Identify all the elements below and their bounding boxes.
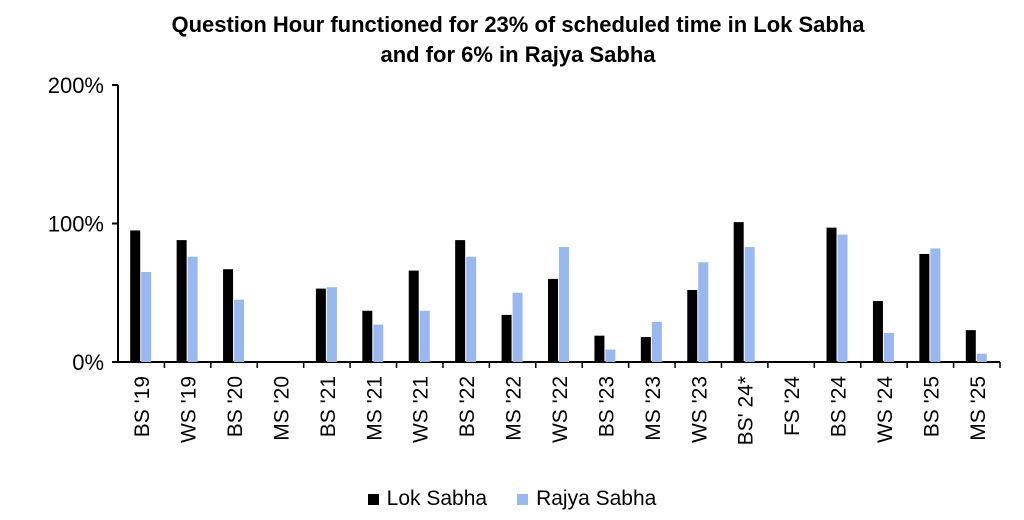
bar-lok-sabha xyxy=(872,301,883,362)
bar-lok-sabha xyxy=(826,227,837,362)
bar-lok-sabha xyxy=(733,222,744,362)
x-tick-label: MS '25 xyxy=(967,376,990,441)
bar-lok-sabha xyxy=(965,330,976,362)
x-tick-label: BS '19 xyxy=(131,376,154,437)
legend-label-rajya-sabha: Rajya Sabha xyxy=(536,487,657,510)
y-tick-label: 100% xyxy=(48,212,104,237)
bar-lok-sabha xyxy=(362,310,373,362)
bar-rajya-sabha xyxy=(466,256,477,362)
bar-lok-sabha xyxy=(223,269,234,362)
y-tick-label: 0% xyxy=(72,350,104,375)
bar-lok-sabha xyxy=(315,288,326,362)
x-tick-label: MS '20 xyxy=(270,376,293,441)
bar-rajya-sabha xyxy=(512,292,523,362)
bar-lok-sabha xyxy=(919,253,930,362)
x-tick-label: BS '20 xyxy=(224,376,247,437)
legend-label-lok-sabha: Lok Sabha xyxy=(386,487,488,510)
bar-rajya-sabha xyxy=(326,287,337,362)
x-tick-label: FS '24 xyxy=(781,376,804,436)
x-tick-label: MS '21 xyxy=(363,376,386,441)
bar-rajya-sabha xyxy=(187,256,198,362)
bar-rajya-sabha xyxy=(419,310,430,362)
x-tick-label: WS '22 xyxy=(549,376,572,443)
bar-lok-sabha xyxy=(176,240,187,362)
legend: Lok Sabha Rajya Sabha xyxy=(0,484,1024,514)
bar-rajya-sabha xyxy=(141,271,152,362)
x-tick-label: WS '21 xyxy=(410,376,433,443)
x-tick-label: WS '24 xyxy=(874,376,897,443)
bar-rajya-sabha xyxy=(976,353,987,362)
bar-rajya-sabha xyxy=(234,299,245,362)
chart-title-line-1: Question Hour functioned for 23% of sche… xyxy=(171,12,865,37)
bar-lok-sabha xyxy=(548,278,558,362)
chart-subtitle: and for 6% in Rajya Sabha xyxy=(380,42,656,67)
x-tick-label: BS '24 xyxy=(828,376,851,438)
bar-rajya-sabha xyxy=(373,324,384,362)
bar-rajya-sabha xyxy=(837,234,848,362)
bar-rajya-sabha xyxy=(744,247,755,362)
bar-lok-sabha xyxy=(501,314,512,362)
bar-lok-sabha xyxy=(130,230,141,362)
legend-swatch-rajya-sabha xyxy=(517,493,529,505)
bar-lok-sabha xyxy=(640,337,651,362)
bar-lok-sabha xyxy=(594,335,605,362)
legend-swatch-lok-sabha xyxy=(367,493,379,505)
bar-lok-sabha xyxy=(455,240,466,362)
x-tick-label: MS '22 xyxy=(503,376,526,441)
x-tick-label: BS '25 xyxy=(920,376,943,437)
chart-title: Question Hour functioned for 23% of sche… xyxy=(0,10,1024,70)
y-tick-label: 200% xyxy=(48,73,104,98)
x-tick-label: MS '23 xyxy=(642,376,665,441)
bar-rajya-sabha xyxy=(605,349,616,362)
bar-rajya-sabha xyxy=(883,332,894,362)
bar-lok-sabha xyxy=(408,270,419,362)
bar-rajya-sabha xyxy=(651,321,662,362)
x-tick-label: BS '23 xyxy=(595,376,618,437)
x-tick-label: BS '22 xyxy=(456,376,479,437)
bar-rajya-sabha xyxy=(930,248,941,362)
bar-rajya-sabha xyxy=(698,262,709,362)
legend-item-lok-sabha: Lok Sabha xyxy=(367,487,488,511)
x-tick-label: BS' 24* xyxy=(735,376,758,445)
bar-lok-sabha xyxy=(687,289,698,362)
x-tick-label: BS '21 xyxy=(317,376,340,437)
x-tick-label: WS '19 xyxy=(178,376,201,443)
bar-rajya-sabha xyxy=(559,247,569,362)
x-tick-label: WS '23 xyxy=(688,376,711,443)
legend-item-rajya-sabha: Rajya Sabha xyxy=(517,487,656,511)
